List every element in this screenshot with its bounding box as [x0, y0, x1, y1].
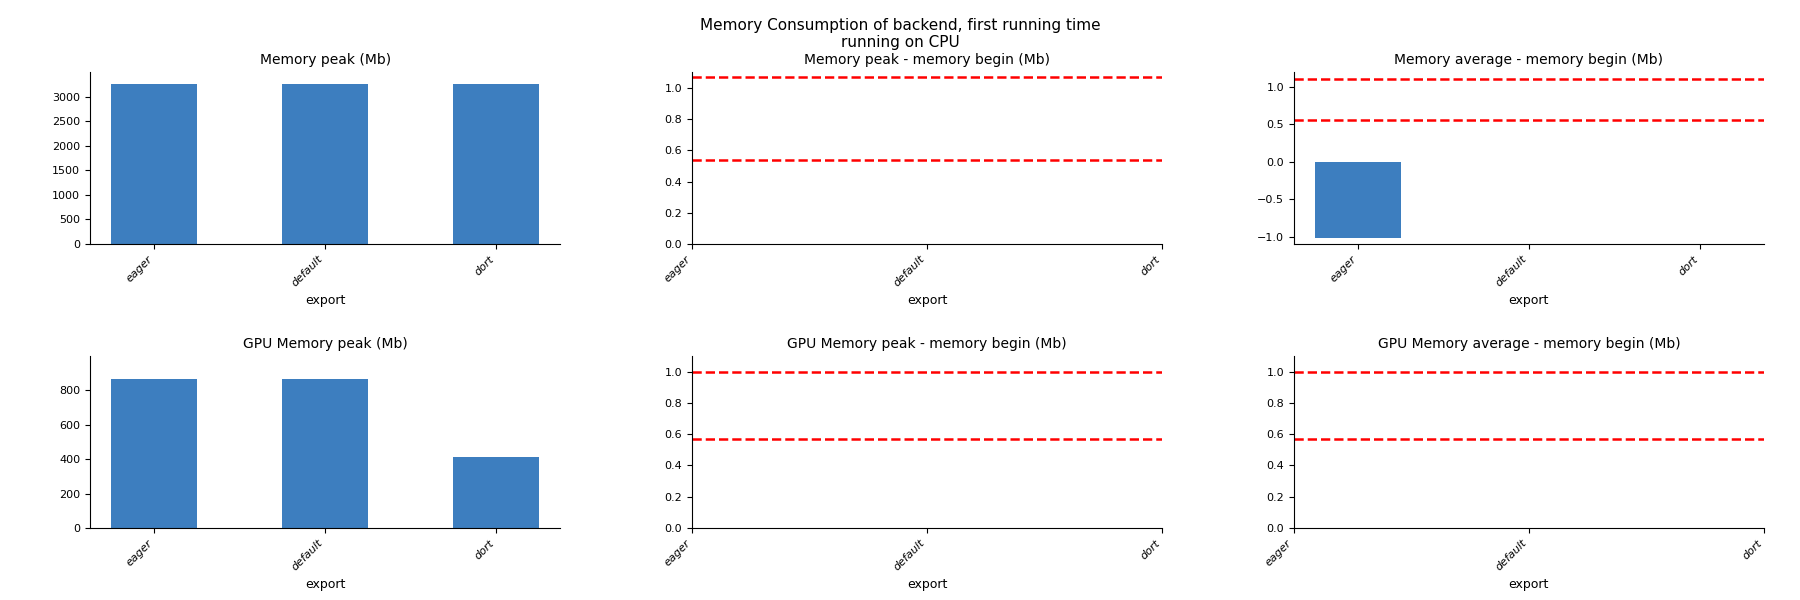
Bar	[112, 379, 196, 528]
Bar	[454, 457, 538, 528]
X-axis label: export: export	[907, 578, 947, 591]
Title: Memory peak (Mb): Memory peak (Mb)	[259, 53, 391, 67]
Title: GPU Memory average - memory begin (Mb): GPU Memory average - memory begin (Mb)	[1377, 337, 1679, 350]
X-axis label: export: export	[304, 578, 346, 591]
X-axis label: export: export	[907, 294, 947, 307]
X-axis label: export: export	[1508, 294, 1550, 307]
Title: Memory peak - memory begin (Mb): Memory peak - memory begin (Mb)	[805, 53, 1049, 67]
Title: Memory average - memory begin (Mb): Memory average - memory begin (Mb)	[1395, 53, 1663, 67]
Bar	[454, 84, 538, 244]
X-axis label: export: export	[1508, 578, 1550, 591]
Bar	[112, 84, 196, 244]
Bar	[283, 84, 367, 244]
Bar	[283, 379, 367, 528]
Title: GPU Memory peak (Mb): GPU Memory peak (Mb)	[243, 337, 407, 350]
Text: Memory Consumption of backend, first running time
running on CPU: Memory Consumption of backend, first run…	[700, 18, 1100, 50]
X-axis label: export: export	[304, 294, 346, 307]
Title: GPU Memory peak - memory begin (Mb): GPU Memory peak - memory begin (Mb)	[787, 337, 1067, 350]
Bar	[1316, 162, 1400, 238]
